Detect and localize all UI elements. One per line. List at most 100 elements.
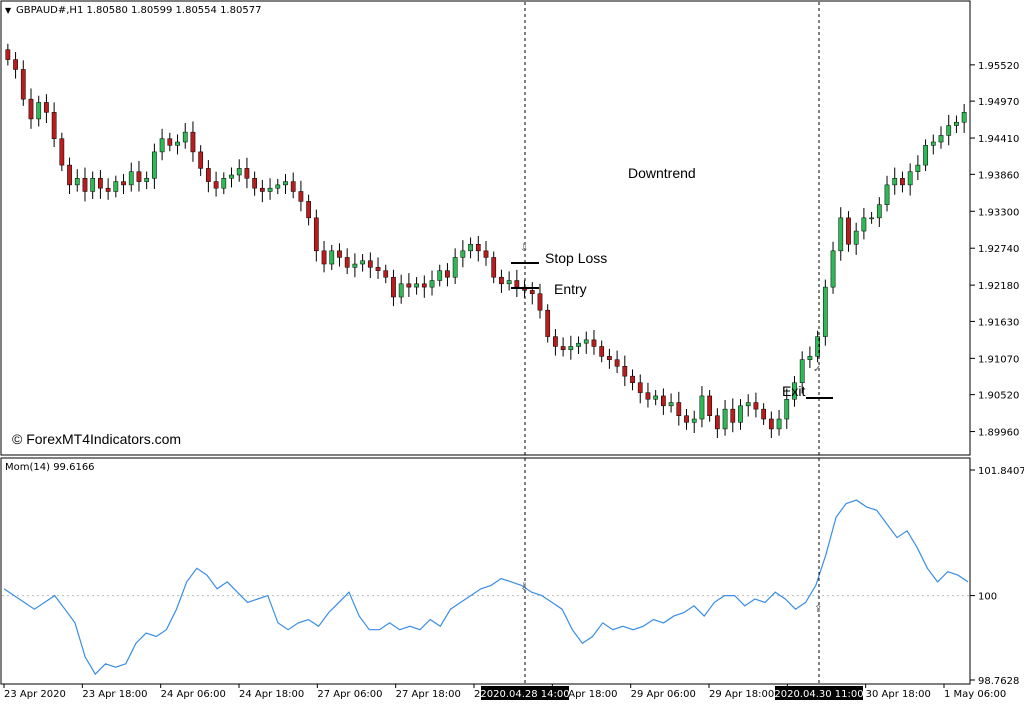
candle-body <box>529 290 535 294</box>
time-tick-label: 28 Apr 18:00 <box>552 689 617 700</box>
candle-body <box>383 270 389 278</box>
candle-body <box>853 230 859 245</box>
candle-body <box>923 145 928 166</box>
candle-body <box>414 283 419 288</box>
up-arrow-icon: ⇧ <box>814 604 822 615</box>
candle-body <box>830 250 836 288</box>
candle-body <box>545 309 551 337</box>
candle-body <box>753 402 759 410</box>
candle-body <box>337 250 342 258</box>
price-tick-label: 1.94410 <box>978 134 1019 145</box>
candle-body <box>344 257 350 268</box>
candle-body <box>306 201 311 219</box>
candle-body <box>915 164 921 172</box>
momentum-panel[interactable] <box>0 457 971 685</box>
entry-time-label: 2020.04.28 14:00 <box>480 689 569 700</box>
candle-body <box>290 181 296 192</box>
candle-body <box>900 178 905 186</box>
candle-body <box>275 184 281 189</box>
price-tick-label: 1.94970 <box>978 97 1019 108</box>
momentum-tick-label: 101.8407 <box>978 466 1024 477</box>
momentum-axis: 101.8407 100 98.7628 <box>970 466 1024 687</box>
candle-body <box>59 138 65 166</box>
candle-body <box>560 346 566 351</box>
candle-body <box>869 217 874 220</box>
price-tick-label: 1.92180 <box>978 281 1019 292</box>
candle-body <box>568 346 574 351</box>
candle-body <box>815 336 820 357</box>
candle-body <box>699 395 705 420</box>
candle-body <box>159 138 165 153</box>
candle-body <box>499 276 504 285</box>
candle-body <box>776 418 782 430</box>
price-tick-label: 1.91070 <box>978 354 1019 365</box>
candle-body <box>876 204 882 219</box>
candle-body <box>738 405 743 423</box>
candle-body <box>961 112 967 123</box>
candle-body <box>144 178 150 182</box>
candle-body <box>607 356 612 360</box>
candle-body <box>483 250 489 258</box>
candle-body <box>82 178 88 192</box>
price-tick-label: 1.95520 <box>978 61 1019 72</box>
indicator-info: Mom(14) 99.6166 <box>5 462 95 473</box>
candle-body <box>661 395 666 407</box>
candle-body <box>190 131 196 153</box>
candle-body <box>44 102 49 113</box>
candle-body <box>630 375 635 383</box>
candle-body <box>321 250 327 265</box>
candle-body <box>167 138 173 146</box>
exit-time-badge <box>775 686 863 700</box>
down-arrow-icon: ⇩ <box>520 582 528 593</box>
candle-body <box>653 395 659 400</box>
time-tick-label: 29 Apr 18:00 <box>709 689 774 700</box>
candle-body <box>152 151 157 179</box>
price-tick-label: 1.92740 <box>978 244 1019 255</box>
candle-body <box>491 257 497 278</box>
candle-body <box>722 408 728 430</box>
candle-body <box>437 270 443 281</box>
candle-body <box>946 125 952 136</box>
candle-body <box>20 69 26 100</box>
candle-body <box>768 418 774 430</box>
candle-body <box>229 174 234 179</box>
check-icon: ✓ <box>813 364 821 375</box>
time-tick-label: 30 Apr 18:00 <box>866 689 931 700</box>
candle-body <box>259 187 265 192</box>
candle-body <box>398 283 404 298</box>
candle-body <box>907 171 913 186</box>
candle-body <box>792 382 797 400</box>
candle-body <box>360 260 365 265</box>
time-tick-label: 27 Apr 06:00 <box>317 689 382 700</box>
candle-body <box>128 171 134 186</box>
candle-body <box>98 178 103 189</box>
momentum-line <box>3 499 969 676</box>
candle-body <box>591 339 597 347</box>
candle-body <box>236 168 242 176</box>
downtrend-label: Downtrend <box>628 165 696 181</box>
candle-body <box>553 336 558 347</box>
price-panel[interactable] <box>0 0 971 456</box>
time-tick-label: 24 Apr 06:00 <box>161 689 226 700</box>
candle-body <box>51 112 57 139</box>
candle-body <box>252 178 258 189</box>
candle-body <box>784 398 790 420</box>
down-arrow-icon: ⇩ <box>520 243 528 254</box>
header-dropdown-icon[interactable]: ▼ <box>5 6 12 15</box>
candle-body <box>36 102 42 120</box>
price-tick-label: 1.89960 <box>978 428 1019 439</box>
candle-body <box>367 260 373 268</box>
watermark: © ForexMT4Indicators.com <box>12 431 181 447</box>
candle-body <box>406 283 412 288</box>
momentum-series <box>2 499 969 676</box>
candle-body <box>954 121 959 126</box>
candlestick-series <box>5 43 967 439</box>
candle-body <box>730 408 736 423</box>
candle-body <box>938 135 944 143</box>
candle-body <box>13 59 18 70</box>
candle-body <box>113 181 119 192</box>
candle-body <box>329 250 335 265</box>
candle-body <box>537 293 543 311</box>
candle-body <box>74 178 80 186</box>
